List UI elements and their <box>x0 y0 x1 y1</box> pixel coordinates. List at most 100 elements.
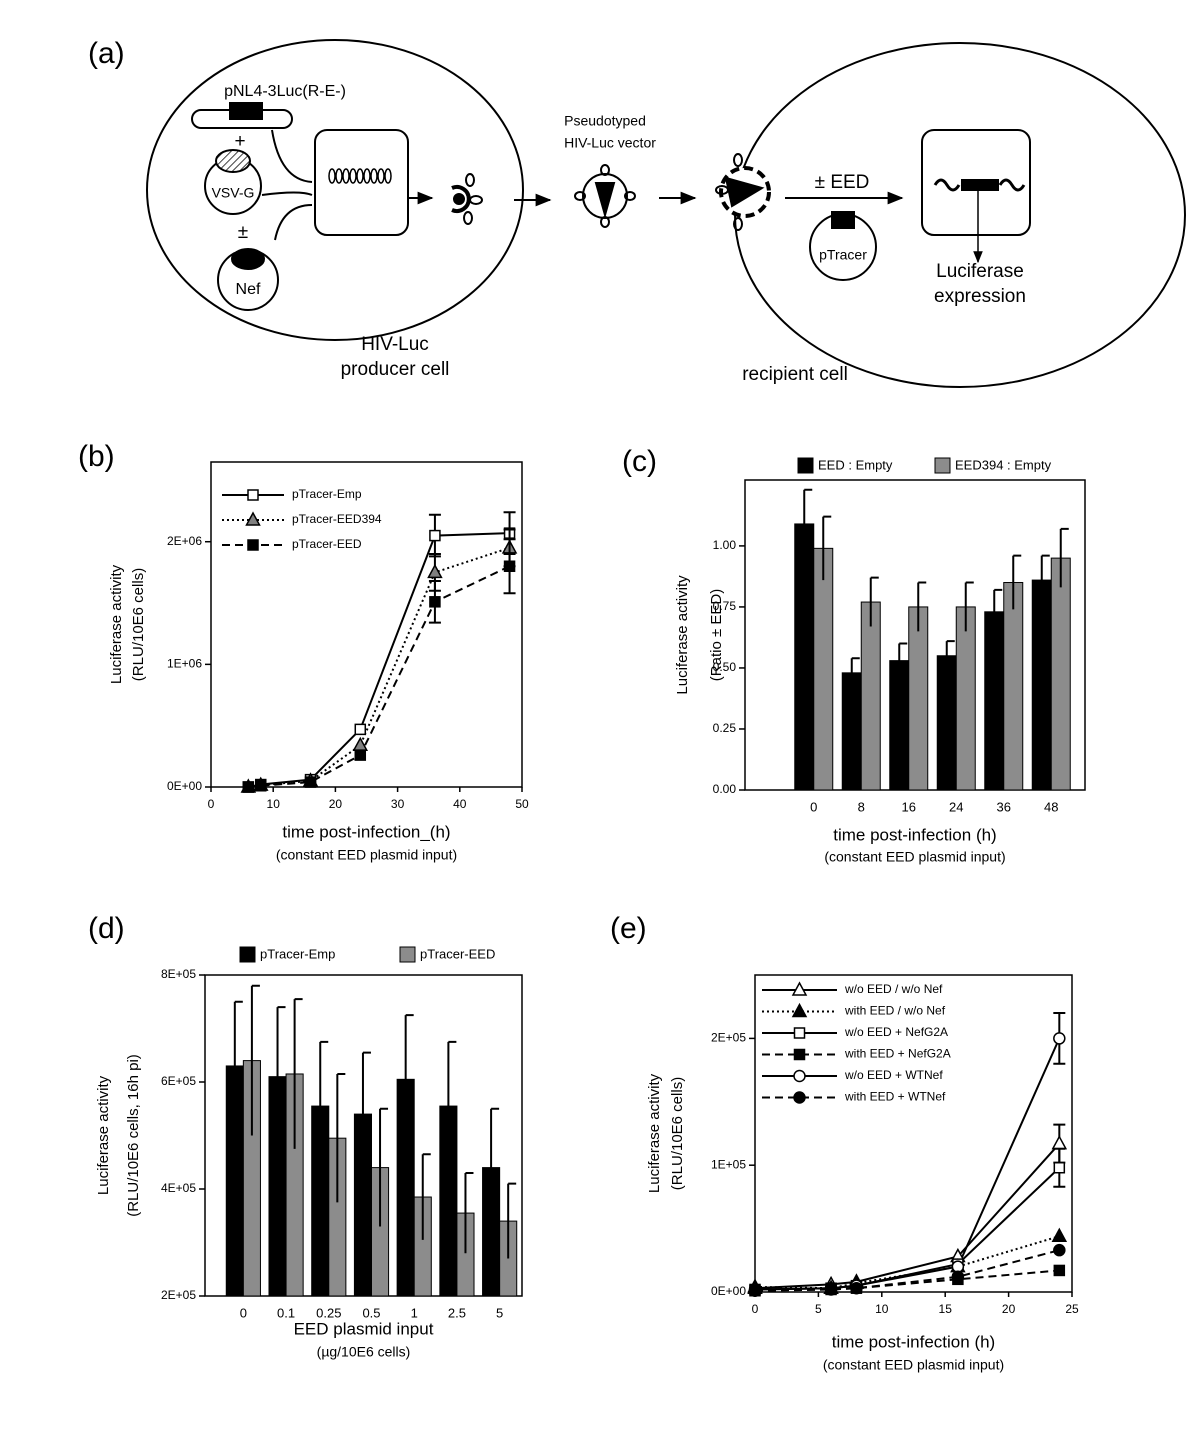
error-bar <box>803 488 813 559</box>
y-axis-label: Luciferase activity <box>646 1073 663 1193</box>
marker <box>255 780 267 792</box>
y-tick-label: 0.25 <box>713 721 737 735</box>
x-axis-label: time post-infection (h) <box>833 825 996 844</box>
y-tick-label: 0.00 <box>713 782 737 796</box>
error-bar <box>822 515 832 581</box>
legend-label: EED : Empty <box>818 457 893 472</box>
rna-coil <box>328 168 392 184</box>
y-tick-label: 2E+05 <box>161 1288 196 1302</box>
legend-marker <box>793 1027 806 1039</box>
series-line <box>754 1249 1060 1292</box>
legend-swatch <box>797 457 814 474</box>
readout-label: Luciferase <box>936 261 1024 282</box>
bar <box>860 601 881 791</box>
y-tick-label: 1E+05 <box>711 1157 746 1171</box>
y-axis-label: Luciferase activity <box>674 575 691 695</box>
vsvg-label: VSV-G <box>212 185 255 201</box>
error-bar <box>447 1040 457 1171</box>
x-tick-label: 15 <box>939 1302 953 1316</box>
recipient-cell <box>734 42 1186 388</box>
x-tick-label: 0.1 <box>277 1305 295 1320</box>
legend-label: pTracer-Emp <box>260 946 335 961</box>
error-bar <box>1012 554 1022 610</box>
panel-label: (e) <box>610 912 647 945</box>
bar <box>908 606 929 791</box>
x-tick-label: 2.5 <box>448 1305 466 1320</box>
nucleus <box>314 129 409 236</box>
bar <box>1050 557 1071 791</box>
y-tick-label: 2E+05 <box>711 1031 746 1045</box>
error-bar <box>1059 527 1069 588</box>
error-bar <box>850 657 860 688</box>
legend-swatch <box>399 946 416 963</box>
y-tick-label: 0.75 <box>713 599 737 613</box>
budding-virion <box>451 173 483 225</box>
marker <box>1051 1227 1068 1242</box>
legend-marker <box>247 489 259 501</box>
legend-label: w/o EED / w/o Nef <box>844 982 943 996</box>
eed-insert <box>831 211 855 229</box>
x-tick-label: 5 <box>815 1302 822 1316</box>
producer-cell <box>146 39 524 341</box>
producer-label: producer cell <box>341 359 450 380</box>
x-tick-label: 10 <box>875 1302 889 1316</box>
error-bar <box>917 581 927 632</box>
x-tick-label: 48 <box>1044 799 1058 814</box>
error-bar <box>276 1006 286 1147</box>
marker <box>1051 1135 1068 1150</box>
y-tick-label: 2E+06 <box>167 534 202 548</box>
series-line <box>754 1269 1060 1292</box>
error-bar <box>464 1171 474 1254</box>
x-axis-label: time post-infection_(h) <box>282 822 450 841</box>
arrow <box>261 191 313 196</box>
y-tick-label: 8E+05 <box>161 967 196 981</box>
error-bar <box>490 1107 500 1227</box>
producer-label: HIV-Luc <box>361 334 429 355</box>
x-tick-label: 8 <box>858 799 865 814</box>
error-bar <box>1040 554 1050 605</box>
vector-particle <box>574 164 636 228</box>
error-bar <box>507 1182 517 1259</box>
legend-label: pTracer-Emp <box>292 487 362 501</box>
y-axis-label: Luciferase activity <box>108 564 125 684</box>
legend-marker <box>793 1069 806 1083</box>
marker <box>951 1260 965 1273</box>
legend-label: with EED + WTNef <box>844 1090 946 1104</box>
error-bar <box>964 581 974 632</box>
y-axis-label: Luciferase activity <box>95 1075 112 1195</box>
error-bar <box>250 984 260 1136</box>
legend-label: with EED + NefG2A <box>844 1047 951 1061</box>
panel-label: (c) <box>622 445 657 478</box>
legend-marker <box>793 1048 806 1061</box>
series-line <box>248 546 510 788</box>
y-tick-label: 1.00 <box>713 538 737 552</box>
marker <box>1053 1243 1066 1257</box>
recipient-label: recipient cell <box>742 364 848 385</box>
plasmid-label: pNL4-3Luc(R-E-) <box>224 83 346 100</box>
legend-marker <box>245 511 261 526</box>
legend-marker <box>247 539 259 551</box>
y-tick-label: 0E+00 <box>167 779 202 793</box>
nucleus <box>921 129 1031 236</box>
marker <box>1053 1161 1066 1174</box>
marker <box>354 723 367 736</box>
marker <box>1053 1264 1066 1277</box>
arrow <box>271 129 313 183</box>
error-bar <box>898 642 908 678</box>
error-bar <box>869 576 879 627</box>
legend-label: pTracer-EED <box>420 946 495 961</box>
error-bar <box>293 998 303 1149</box>
error-bar <box>404 1014 414 1144</box>
y-axis-label: (RLU/10E6 cells) <box>130 568 147 681</box>
axes-frame <box>210 461 523 788</box>
y-tick-label: 1E+06 <box>167 657 202 671</box>
entering-virion <box>715 153 771 231</box>
x-axis-label: (constant EED plasmid input) <box>823 1357 1004 1373</box>
treatment-label: ± EED <box>815 172 870 193</box>
legend-label: pTracer-EED394 <box>292 512 382 526</box>
legend-label: w/o EED + WTNef <box>844 1068 943 1082</box>
x-tick-label: 10 <box>267 797 281 811</box>
error-bar <box>379 1107 389 1227</box>
bar <box>955 606 976 791</box>
